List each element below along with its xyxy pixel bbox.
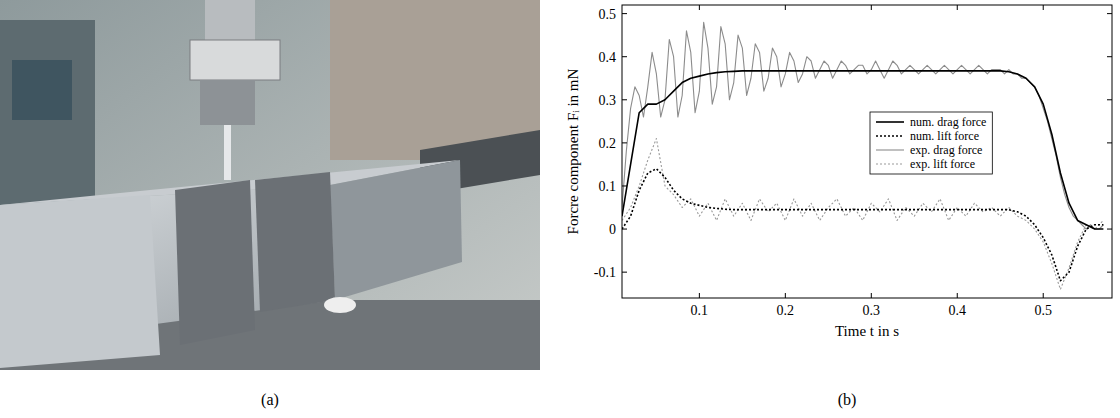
rod (224, 125, 231, 180)
y-tick (1107, 99, 1112, 100)
figure: (a) -0.1 0 0.1 0.2 0.3 0.4 0.5 0.1 0.2 0.3 0.4 0.5 Ti… (0, 0, 1120, 418)
series-line (622, 71, 1103, 229)
y-tick-label: 0.2 (599, 136, 617, 151)
legend-swatch (876, 135, 904, 137)
y-tick (1107, 229, 1112, 230)
legend-box (870, 112, 992, 174)
y-tick-label: 0 (609, 222, 616, 237)
y-tick (622, 56, 627, 57)
y-tick (622, 142, 627, 143)
device (12, 60, 72, 120)
y-tick (622, 99, 627, 100)
x-tick-label: 0.1 (691, 303, 709, 318)
photo-panel (0, 0, 540, 370)
x-tick (1043, 293, 1044, 298)
y-tick-label: 0.1 (599, 179, 617, 194)
legend: num. drag forcenum. lift forceexp. drag … (870, 112, 992, 174)
x-tick-label: 0.5 (1034, 303, 1052, 318)
y-tick (622, 13, 627, 14)
legend-label: num. drag force (910, 115, 986, 129)
plot-area (622, 22, 1103, 289)
x-tick-label: 0.2 (777, 303, 795, 318)
x-tick-label: 0.4 (949, 303, 967, 318)
legend-label: exp. lift force (910, 157, 975, 171)
block-end (330, 160, 462, 300)
y-tick-label: 0.5 (599, 7, 617, 22)
y-tick-label: 0.4 (599, 50, 617, 65)
y-tick (1107, 272, 1112, 273)
x-tick (699, 293, 700, 298)
y-tick-label: -0.1 (594, 265, 616, 280)
x-tick-label: 0.3 (863, 303, 881, 318)
x-tick (785, 293, 786, 298)
y-tick (1107, 56, 1112, 57)
sensor (200, 80, 255, 125)
x-tick (1043, 5, 1044, 10)
caption: (b) (838, 391, 857, 409)
x-tick (957, 5, 958, 10)
legend-swatch (876, 163, 904, 164)
block-front (0, 195, 160, 368)
series-line (622, 169, 1103, 281)
knob (324, 297, 356, 313)
x-tick (871, 293, 872, 298)
sensor-housing (190, 40, 280, 80)
y-tick (1107, 185, 1112, 186)
x-tick (699, 5, 700, 10)
y-tick (1107, 13, 1112, 14)
series-line (622, 139, 1103, 290)
y-tick (1107, 142, 1112, 143)
y-tick (622, 272, 627, 273)
plot-frame (622, 5, 1112, 298)
photo-background (0, 0, 540, 370)
x-axis-title: Time t in s (835, 323, 899, 339)
legend-swatch (876, 121, 904, 123)
series-line (622, 22, 1103, 229)
clamp (175, 180, 255, 345)
legend-label: num. lift force (910, 129, 979, 143)
x-tick (957, 293, 958, 298)
y-axis-title: Forcre component Fᵢ in mN (565, 68, 581, 234)
legend-swatch (876, 149, 904, 150)
y-tick (622, 185, 627, 186)
legend-label: exp. drag force (910, 143, 982, 157)
y-tick (622, 229, 627, 230)
x-tick (785, 5, 786, 10)
y-tick-label: 0.3 (599, 93, 617, 108)
caption: (a) (261, 391, 279, 409)
clamp (255, 172, 335, 312)
chart: -0.1 0 0.1 0.2 0.3 0.4 0.5 0.1 0.2 0.3 0.4 0.5 Time … (565, 5, 1112, 339)
x-tick (871, 5, 872, 10)
